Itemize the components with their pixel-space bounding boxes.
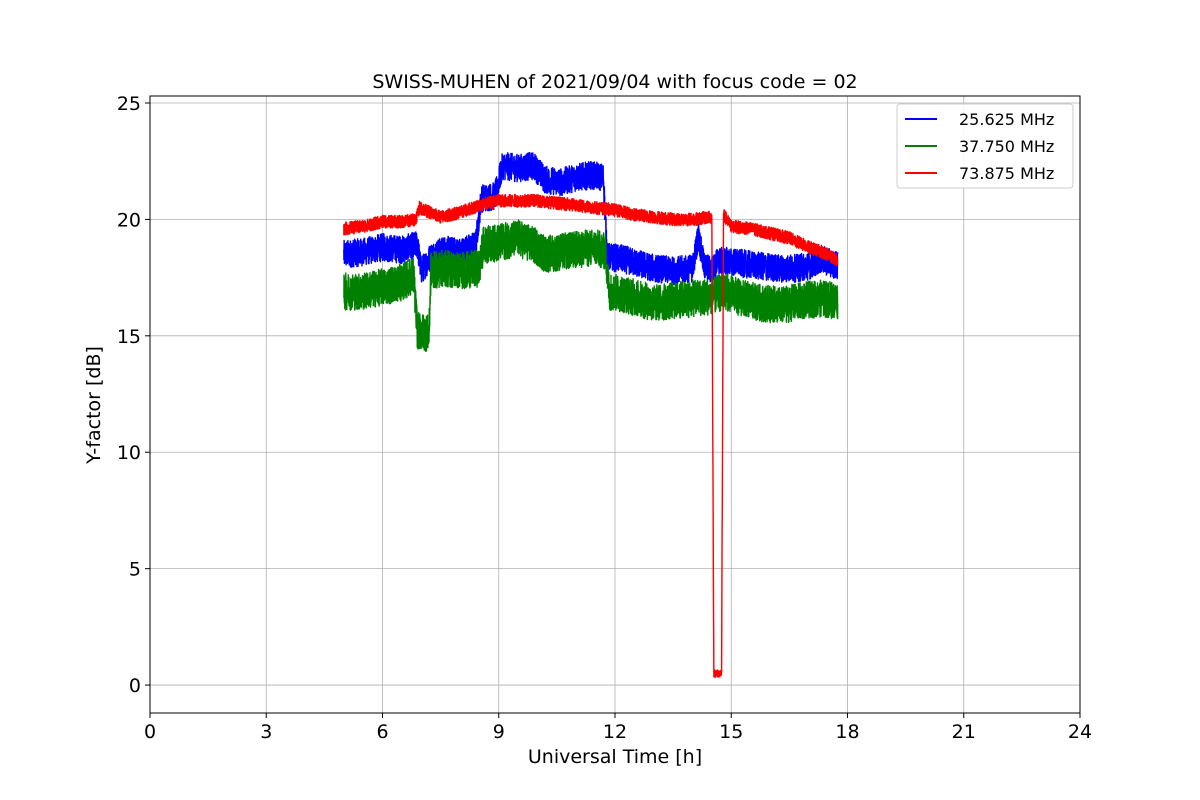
legend-frame bbox=[896, 103, 1074, 189]
x-tick-label: 18 bbox=[835, 721, 859, 743]
x-tick-label: 21 bbox=[952, 721, 976, 743]
grid bbox=[149, 96, 1081, 713]
x-tick-label: 24 bbox=[1068, 721, 1092, 743]
y-tick-label: 0 bbox=[129, 675, 141, 697]
series-line-1 bbox=[343, 151, 839, 286]
series-line-2 bbox=[343, 219, 839, 352]
y-tick-label: 15 bbox=[117, 326, 141, 348]
y-tick-label: 5 bbox=[129, 559, 141, 581]
x-tick-label: 9 bbox=[493, 721, 505, 743]
x-tick-label: 0 bbox=[144, 721, 156, 743]
series-area bbox=[343, 151, 839, 678]
ticks: 0 3 6 9 12 15 18 21 24 0 5 10 15 20 25 bbox=[117, 93, 1092, 743]
legend-entry: 25.625 MHz bbox=[959, 110, 1054, 129]
chart-title: SWISS-MUHEN of 2021/09/04 with focus cod… bbox=[372, 71, 857, 93]
x-tick-label: 15 bbox=[719, 721, 743, 743]
x-tick-label: 3 bbox=[260, 721, 272, 743]
legend-entry: 37.750 MHz bbox=[959, 137, 1054, 156]
x-axis-label: Universal Time [h] bbox=[528, 746, 702, 768]
x-tick-label: 6 bbox=[376, 721, 388, 743]
series-line-3 bbox=[343, 193, 839, 678]
y-tick-label: 25 bbox=[117, 93, 141, 115]
y-tick-label: 20 bbox=[117, 209, 141, 231]
legend-entry: 73.875 MHz bbox=[959, 164, 1054, 183]
y-axis-label: Y-factor [dB] bbox=[83, 346, 105, 465]
y-tick-label: 10 bbox=[117, 442, 141, 464]
x-tick-label: 12 bbox=[603, 721, 627, 743]
legend: 25.625 MHz 37.750 MHz 73.875 MHz bbox=[896, 103, 1074, 189]
